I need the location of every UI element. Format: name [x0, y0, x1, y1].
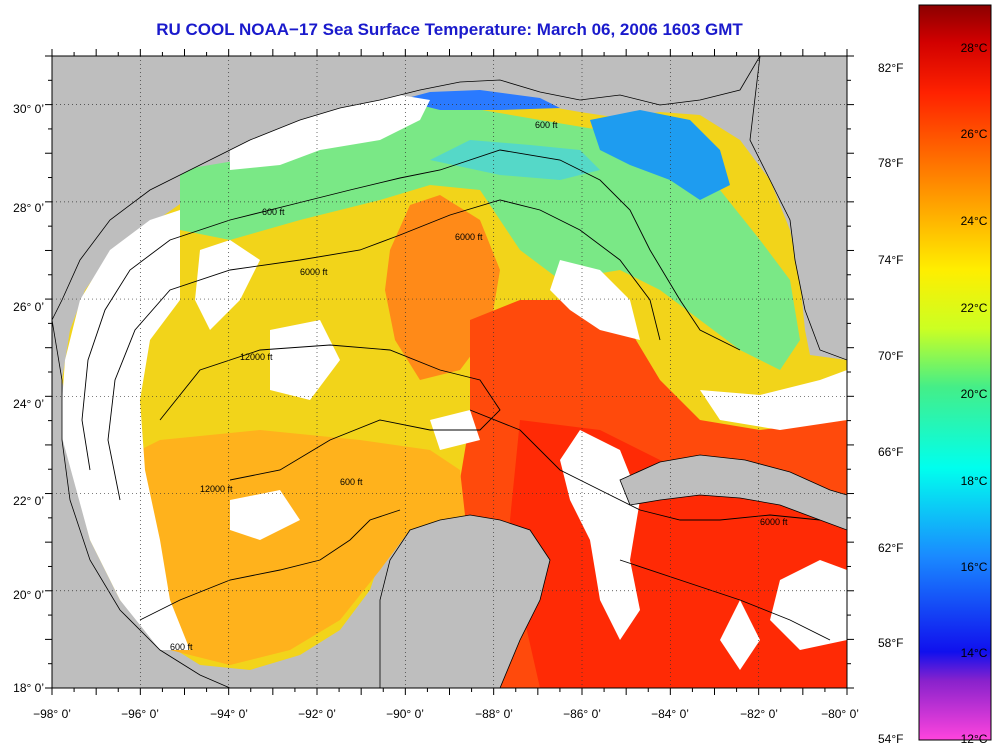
lat-tick-label: 22° 0’: [13, 494, 44, 508]
fahrenheit-label: 70°F: [878, 349, 903, 363]
bathymetry-contours: [81, 149, 831, 641]
cool-shelf-water: [180, 105, 800, 370]
yucatan-peninsula: [379, 514, 551, 688]
fahrenheit-label: 54°F: [878, 732, 903, 746]
lon-tick-label: −84° 0’: [651, 707, 689, 721]
cold-shelf-water: [430, 140, 600, 180]
longitude-axis: −98° 0’ −96° 0’ −94° 0’ −92° 0’ −90° 0’ …: [33, 707, 859, 721]
colorbar-fahrenheit-labels: 82°F 78°F 74°F 70°F 66°F 62°F 58°F 54°F: [878, 61, 903, 746]
lon-tick-label: −96° 0’: [121, 707, 159, 721]
contour-label-600ft-north: 600 ft: [535, 120, 558, 130]
celsius-label: 26°C: [961, 127, 988, 141]
fahrenheit-label: 78°F: [878, 156, 903, 170]
lon-tick-label: −88° 0’: [475, 707, 513, 721]
north-coast-cold-band: [400, 90, 560, 110]
land-masses: [52, 56, 847, 688]
map-plot-area: 600 ft 600 ft 6000 ft 6000 ft 12000 ft 1…: [52, 56, 847, 688]
contour-label-6000ft-cuba: 6000 ft: [760, 517, 788, 527]
lat-lon-grid: [52, 56, 847, 688]
lon-tick-label: −86° 0’: [563, 707, 601, 721]
mexico-west-coast: [52, 319, 231, 688]
celsius-label: 22°C: [961, 301, 988, 315]
fahrenheit-label: 66°F: [878, 445, 903, 459]
celsius-label: 12°C: [961, 732, 988, 746]
fahrenheit-label: 74°F: [878, 253, 903, 267]
latitude-axis: 18° 0’ 20° 0’ 22° 0’ 24° 0’ 26° 0’ 28° 0…: [13, 102, 44, 695]
fahrenheit-label: 58°F: [878, 636, 903, 650]
celsius-label: 14°C: [961, 646, 988, 660]
celsius-label: 20°C: [961, 387, 988, 401]
contour-label-12000ft-south: 12000 ft: [200, 484, 233, 494]
celsius-label: 28°C: [961, 41, 988, 55]
us-gulf-coast: [52, 56, 761, 321]
contour-label-6000ft-east: 6000 ft: [455, 232, 483, 242]
contour-label-600ft: 600 ft: [262, 207, 285, 217]
florida-peninsula: [749, 56, 847, 361]
contour-label-12000ft: 12000 ft: [240, 352, 273, 362]
lon-tick-label: −98° 0’: [33, 707, 71, 721]
lat-tick-label: 20° 0’: [13, 588, 44, 602]
western-warm-water: [100, 430, 470, 665]
lat-tick-label: 30° 0’: [13, 102, 44, 116]
celsius-label: 18°C: [961, 474, 988, 488]
contour-labels: 600 ft 600 ft 6000 ft 6000 ft 12000 ft 1…: [170, 120, 788, 652]
lon-tick-label: −94° 0’: [210, 707, 248, 721]
temperature-colorbar: [918, 4, 992, 741]
cuba-island: [619, 454, 847, 531]
celsius-label: 24°C: [961, 214, 988, 228]
lat-tick-label: 28° 0’: [13, 201, 44, 215]
axis-ticks: [45, 49, 854, 695]
contour-label-600ft-south: 600 ft: [340, 477, 363, 487]
contour-label-600ft-bay: 600 ft: [170, 642, 193, 652]
celsius-label: 16°C: [961, 560, 988, 574]
map-title: RU COOL NOAA−17 Sea Surface Temperature:…: [156, 20, 743, 39]
lat-tick-label: 18° 0’: [13, 681, 44, 695]
lon-tick-label: −82° 0’: [740, 707, 778, 721]
lon-tick-label: −80° 0’: [821, 707, 859, 721]
contour-label-6000ft: 6000 ft: [300, 267, 328, 277]
coldest-shelf-water: [590, 110, 730, 200]
colorbar-celsius-labels: 28°C 26°C 24°C 22°C 20°C 18°C 16°C 14°C …: [961, 41, 988, 746]
fahrenheit-label: 82°F: [878, 61, 903, 75]
lat-tick-label: 26° 0’: [13, 300, 44, 314]
fahrenheit-label: 62°F: [878, 541, 903, 555]
lon-tick-label: −92° 0’: [298, 707, 336, 721]
lat-tick-label: 24° 0’: [13, 397, 44, 411]
lon-tick-label: −90° 0’: [386, 707, 424, 721]
